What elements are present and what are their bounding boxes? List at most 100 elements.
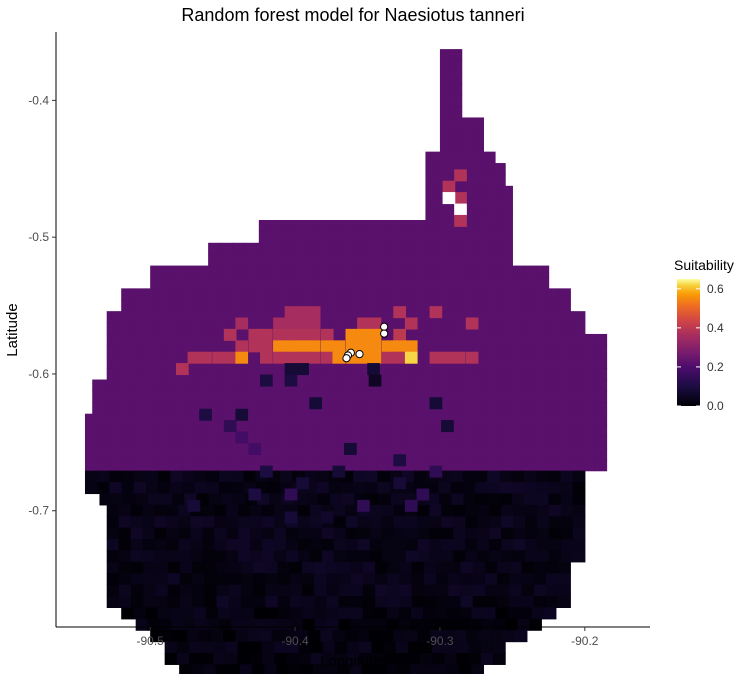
raster-cell	[174, 630, 188, 643]
raster-cell	[256, 242, 270, 255]
raster-cell	[460, 447, 474, 460]
raster-cell	[357, 550, 371, 563]
raster-cell	[210, 630, 224, 643]
raster-cell	[345, 504, 359, 517]
raster-cell	[488, 254, 501, 267]
raster-cell	[399, 596, 413, 608]
raster-cell	[118, 504, 132, 517]
raster-cell	[211, 402, 225, 415]
raster-cell	[453, 527, 466, 540]
raster-cell	[314, 584, 327, 597]
raster-cell	[505, 618, 519, 631]
raster-cell	[525, 527, 538, 540]
raster-cell	[131, 584, 144, 597]
raster-cell	[216, 596, 230, 608]
raster-cell	[258, 265, 272, 278]
raster-cell	[307, 220, 320, 232]
raster-cell	[190, 322, 203, 335]
raster-cell	[570, 390, 584, 403]
raster-cell	[402, 254, 416, 267]
raster-cell	[321, 550, 335, 563]
raster-cell	[487, 208, 501, 221]
raster-cell	[498, 390, 512, 403]
raster-cell	[214, 504, 227, 517]
raster-cell	[371, 652, 385, 665]
raster-cell	[375, 561, 388, 574]
raster-cell	[436, 459, 450, 472]
raster-cell	[238, 516, 251, 529]
raster-cell	[283, 630, 297, 643]
raster-cell	[435, 368, 449, 381]
raster-cell	[533, 561, 547, 574]
raster-cell	[485, 447, 498, 460]
raster-cell-hot	[368, 374, 382, 387]
raster-cell	[423, 584, 437, 597]
raster-cell	[500, 265, 513, 278]
raster-cell	[199, 379, 213, 392]
raster-cell	[509, 368, 522, 381]
raster-cell-hot	[273, 351, 286, 364]
raster-cell	[363, 288, 377, 301]
raster-cell	[266, 459, 280, 472]
raster-cell	[351, 288, 365, 301]
raster-cell	[366, 242, 380, 255]
raster-cell	[545, 356, 559, 369]
raster-cell	[448, 163, 461, 176]
raster-cell	[97, 482, 110, 495]
raster-cell	[477, 322, 490, 335]
raster-cell	[510, 379, 524, 392]
raster-cell	[339, 413, 353, 426]
raster-cell-hot	[296, 477, 309, 490]
raster-cell-hot	[454, 169, 467, 182]
raster-cell	[277, 573, 291, 586]
raster-cell	[230, 299, 244, 312]
raster-cell	[417, 504, 431, 517]
raster-cell	[131, 345, 144, 358]
raster-cell-hot	[393, 477, 406, 490]
raster-cell	[363, 425, 377, 438]
raster-cell	[415, 220, 429, 232]
raster-cell	[133, 413, 147, 426]
raster-cell	[391, 402, 404, 415]
raster-cell	[569, 345, 583, 358]
raster-cell	[194, 425, 207, 438]
raster-cell	[582, 459, 596, 472]
raster-cell	[169, 436, 183, 449]
raster-cell	[450, 49, 463, 62]
raster-cell	[533, 345, 547, 358]
raster-cell	[170, 470, 184, 483]
raster-cell	[216, 345, 230, 358]
raster-cell	[218, 288, 232, 301]
raster-cell	[183, 618, 196, 631]
raster-cell-hot	[187, 351, 201, 364]
raster-cell	[501, 516, 514, 529]
raster-cell	[131, 333, 144, 346]
raster-cell-hot	[345, 351, 359, 364]
raster-cell	[484, 584, 498, 597]
raster-cell	[362, 618, 375, 631]
raster-cell	[548, 550, 562, 563]
raster-cell	[548, 539, 562, 552]
raster-cell	[459, 664, 472, 674]
raster-cell	[436, 413, 450, 426]
raster-cell	[223, 402, 237, 415]
raster-cell	[339, 299, 353, 312]
raster-cell	[204, 573, 218, 586]
raster-cell	[411, 345, 425, 358]
raster-cell	[174, 276, 187, 289]
raster-cell	[289, 584, 303, 597]
raster-cell	[439, 242, 453, 255]
raster-cell	[548, 482, 562, 495]
raster-cell	[393, 516, 407, 529]
raster-cell	[319, 276, 332, 289]
raster-cell	[249, 652, 263, 665]
raster-cell	[179, 345, 193, 358]
raster-cell	[533, 573, 547, 586]
raster-cell	[465, 527, 478, 540]
raster-cell	[469, 618, 483, 631]
raster-cell	[175, 390, 189, 403]
raster-cell	[303, 288, 317, 301]
raster-cell	[480, 641, 494, 654]
raster-cell	[354, 493, 367, 506]
raster-cell	[509, 584, 523, 597]
